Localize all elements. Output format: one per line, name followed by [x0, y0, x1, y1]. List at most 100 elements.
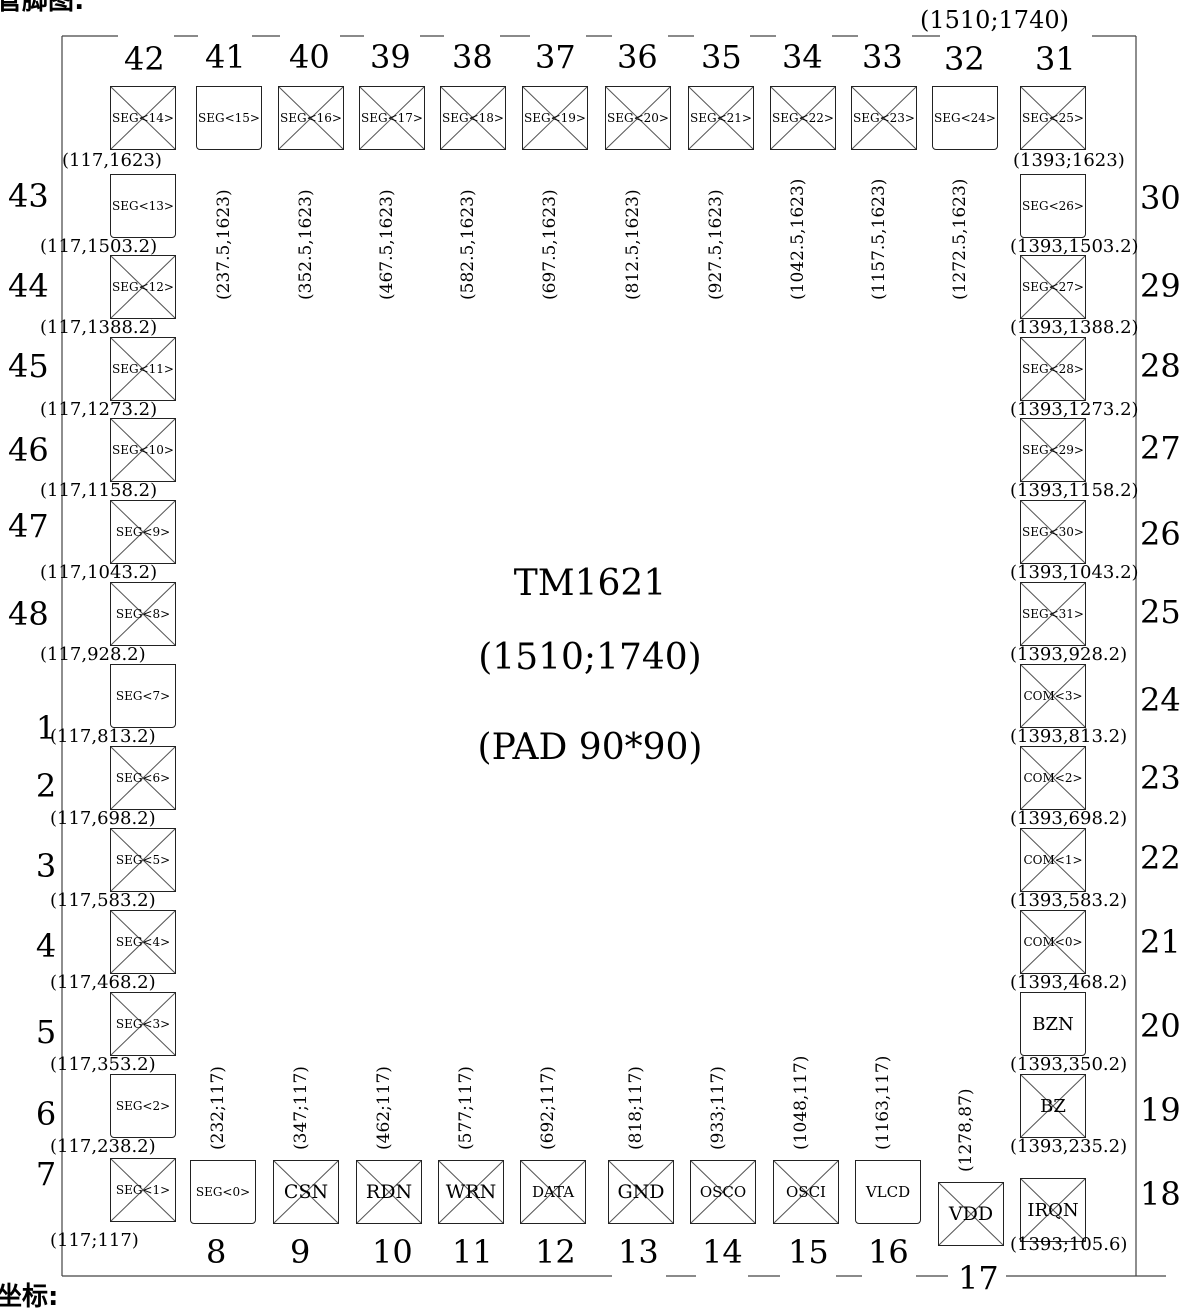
- right-pad: IRQN: [1020, 1178, 1086, 1242]
- pad-coord: (1393,468.2): [1010, 972, 1128, 993]
- pin-number: 10: [372, 1233, 413, 1271]
- pin-number: 43: [8, 177, 49, 215]
- pad-label: OSCI: [786, 1183, 826, 1201]
- pad-label: CSN: [283, 1181, 329, 1203]
- pad-coord: (1393,1158.2): [1010, 480, 1139, 501]
- pin-number: 16: [868, 1233, 909, 1271]
- top-pad: SEG<21>: [688, 86, 754, 150]
- pin-number: 6: [35, 1095, 57, 1133]
- pad-coord: (117,468.2): [50, 972, 156, 993]
- bottom-pad: VDD: [938, 1182, 1004, 1246]
- pin-number: 38: [452, 38, 493, 76]
- pin-number: 47: [8, 507, 49, 545]
- right-pad: SEG<28>: [1020, 337, 1086, 401]
- pin-number: 8: [206, 1233, 227, 1271]
- pin-number: 25: [1140, 593, 1181, 631]
- pad-coord: (1393,350.2): [1010, 1054, 1128, 1075]
- pad-cross: [691, 1161, 755, 1223]
- pad-coord: (1393;105.6): [1010, 1234, 1128, 1255]
- pad-cross: [111, 993, 175, 1055]
- pad-coord: (577;117): [456, 1066, 476, 1150]
- pad-label: SEG<26>: [1022, 199, 1084, 213]
- pad-label: IRQN: [1027, 1199, 1079, 1221]
- pad-label: GND: [617, 1181, 665, 1203]
- top-pad: SEG<19>: [522, 86, 588, 150]
- pad-label: COM<2>: [1023, 771, 1083, 785]
- chip-name: TM1621: [513, 563, 667, 604]
- top-pad: SEG<14>: [110, 86, 176, 150]
- left-pad: SEG<6>: [110, 746, 176, 810]
- pin-number: 27: [1140, 429, 1181, 467]
- pad-label: SEG<3>: [115, 1017, 171, 1031]
- pad-coord: (117,928.2): [40, 644, 146, 665]
- pad-coord: (232;117): [208, 1066, 228, 1150]
- pad-coord: (467.5,1623): [377, 189, 397, 300]
- pad-coord: (812.5,1623): [623, 189, 643, 300]
- pad-coord: (1393,928.2): [1010, 644, 1128, 665]
- pad-cross: [606, 87, 670, 149]
- pad-cross: [1021, 501, 1085, 563]
- pad-cross: [111, 338, 175, 400]
- left-pad: SEG<5>: [110, 828, 176, 892]
- pad-coord: (933;117): [708, 1066, 728, 1150]
- pad-label: VLCD: [865, 1183, 911, 1201]
- pad-cross: [609, 1161, 673, 1223]
- pad-label: SEG<14>: [112, 111, 174, 125]
- pad-cross: [1021, 911, 1085, 973]
- left-pad: SEG<3>: [110, 992, 176, 1056]
- pin-number: 22: [1140, 839, 1181, 877]
- pin-number: 39: [370, 38, 411, 76]
- pad-label: SEG<20>: [607, 111, 669, 125]
- pad-coord: (1042.5,1623): [788, 178, 808, 300]
- bottom-pad: GND: [608, 1160, 674, 1224]
- pin-number: 31: [1035, 40, 1076, 78]
- pad-coord: (1393,698.2): [1010, 808, 1128, 829]
- pad-coord: (818;117): [626, 1066, 646, 1150]
- top-pad: SEG<17>: [359, 86, 425, 150]
- pin-number: 18: [1140, 1175, 1181, 1213]
- pad-cross: [1021, 419, 1085, 481]
- pin-number: 15: [788, 1233, 829, 1271]
- pad-coord: (1393,1043.2): [1010, 562, 1139, 583]
- pad-label: SEG<24>: [934, 111, 996, 125]
- bottom-pad: VLCD: [855, 1160, 921, 1224]
- pad-cross: [274, 1161, 338, 1223]
- pad-label: SEG<29>: [1022, 443, 1084, 457]
- left-pad: SEG<10>: [110, 418, 176, 482]
- pad-coord: (117,1388.2): [40, 317, 158, 338]
- left-pad: SEG<8>: [110, 582, 176, 646]
- pin-number: 12: [535, 1233, 576, 1271]
- pad-cross: [357, 1161, 421, 1223]
- pin-number: 26: [1140, 515, 1181, 553]
- pad-coord: (117,583.2): [50, 890, 156, 911]
- pad-cross: [771, 87, 835, 149]
- top-pad: SEG<23>: [851, 86, 917, 150]
- pad-coord: (1393;1623): [1013, 150, 1125, 171]
- pad-label: DATA: [531, 1183, 575, 1201]
- pad-label: SEG<21>: [690, 111, 752, 125]
- left-pad: SEG<1>: [110, 1158, 176, 1222]
- right-pad: BZ: [1020, 1074, 1086, 1138]
- pad-cross: [1021, 1075, 1085, 1137]
- left-pad: SEG<7>: [110, 664, 176, 728]
- pin-number: 9: [290, 1233, 311, 1271]
- pad-label: VDD: [948, 1203, 994, 1225]
- pad-coord: (117,813.2): [50, 726, 156, 747]
- pin-number: 14: [702, 1233, 743, 1271]
- pad-cross: [360, 87, 424, 149]
- pad-coord: (1393,1503.2): [1010, 236, 1139, 257]
- pad-coord: (347;117): [291, 1066, 311, 1150]
- pad-cross: [439, 1161, 503, 1223]
- pad-label: SEG<25>: [1022, 111, 1084, 125]
- pad-cross: [1021, 583, 1085, 645]
- right-pad: SEG<26>: [1020, 174, 1086, 238]
- pad-cross: [111, 1159, 175, 1221]
- pad-coord: (1272.5,1623): [950, 178, 970, 300]
- left-pad: SEG<2>: [110, 1074, 176, 1138]
- pad-label: SEG<16>: [280, 111, 342, 125]
- pin-number: 41: [205, 38, 246, 76]
- pad-coord: (117,353.2): [50, 1054, 156, 1075]
- pad-label: SEG<6>: [115, 771, 171, 785]
- pad-cross: [111, 256, 175, 318]
